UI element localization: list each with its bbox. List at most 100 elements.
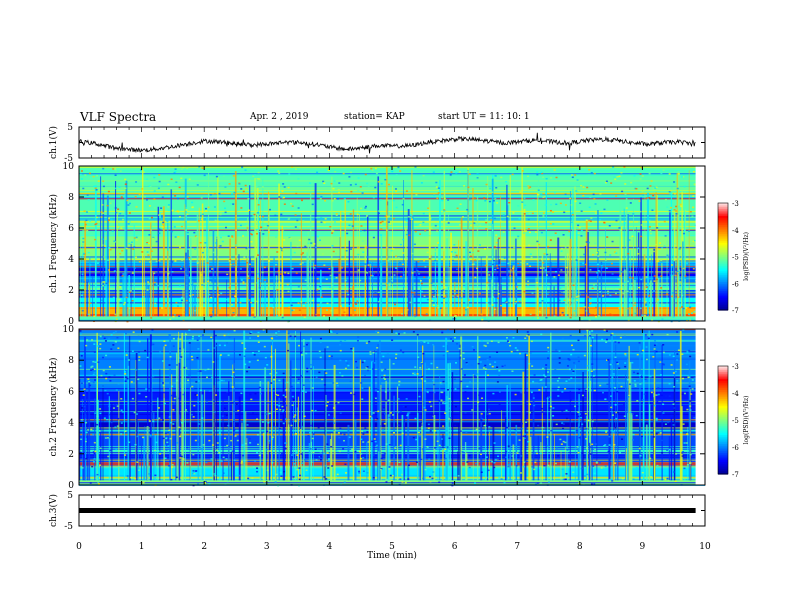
psd-cell — [364, 173, 367, 176]
psd-cell — [153, 190, 156, 192]
psd-cell — [441, 294, 444, 296]
psd-cell — [401, 473, 404, 476]
psd-cell — [453, 289, 456, 292]
psd-cell — [207, 253, 210, 255]
psd-cell — [649, 375, 652, 378]
psd-cell — [223, 407, 226, 410]
psd-cell — [418, 395, 421, 398]
psd-cell — [660, 287, 663, 289]
psd-streak — [130, 441, 131, 481]
psd-cell — [562, 427, 565, 430]
psd-cell — [639, 298, 642, 300]
psd-cell — [299, 227, 302, 229]
psd-cell — [453, 293, 456, 295]
psd-cell — [626, 290, 629, 293]
psd-streak — [635, 226, 637, 317]
psd-cell — [352, 349, 355, 352]
psd-cell — [180, 296, 183, 299]
psd-cell — [136, 413, 139, 415]
psd-cell — [488, 356, 491, 358]
psd-cell — [685, 262, 688, 265]
psd-cell — [670, 274, 673, 276]
psd-cell — [373, 438, 376, 440]
psd-cell — [114, 187, 117, 190]
psd-cell — [529, 253, 532, 255]
psd-cell — [356, 366, 359, 369]
psd-cell — [618, 175, 621, 178]
psd-cell — [113, 374, 116, 376]
psd-cell — [669, 192, 672, 195]
psd-cell — [209, 460, 212, 462]
psd-cell — [493, 461, 496, 464]
psd-streak — [283, 395, 285, 481]
psd-cell — [153, 207, 156, 209]
psd-cell — [606, 199, 609, 201]
psd-cell — [478, 356, 481, 358]
psd-cell — [689, 211, 692, 213]
psd-cell — [339, 340, 342, 343]
psd-cell — [493, 217, 496, 220]
psd-cell — [284, 447, 287, 450]
psd-cell — [510, 330, 513, 332]
psd-cell — [623, 335, 626, 338]
psd-cell — [474, 405, 477, 407]
psd-cell — [246, 227, 249, 229]
psd-cell — [137, 335, 140, 338]
psd-streak — [476, 196, 479, 317]
psd-cell — [557, 454, 560, 457]
psd-streak — [372, 262, 374, 317]
psd-cell — [224, 483, 227, 485]
psd-cell — [597, 255, 600, 257]
psd-cell — [230, 303, 233, 306]
psd-cell — [343, 311, 346, 313]
psd-cell — [197, 431, 200, 434]
psd-cell — [172, 210, 175, 213]
psd-cell — [678, 269, 681, 271]
psd-cell — [249, 263, 252, 266]
psd-cell — [224, 226, 227, 229]
psd-cell — [636, 353, 639, 356]
psd-cell — [402, 405, 405, 408]
psd-cell — [400, 313, 403, 315]
psd-cell — [389, 474, 392, 477]
station-label: station= KAP — [344, 112, 405, 122]
psd-cell — [99, 447, 102, 450]
psd-cell — [508, 269, 511, 272]
psd-cell — [320, 399, 323, 401]
psd-cell — [80, 382, 83, 385]
psd-cell — [280, 315, 283, 318]
psd-cell — [174, 236, 177, 238]
psd-cell — [218, 307, 221, 309]
psd-streak — [94, 185, 97, 317]
psd-cell — [610, 262, 613, 265]
psd-cell — [416, 333, 419, 336]
psd-cell — [287, 332, 290, 335]
psd-cell — [557, 395, 560, 397]
psd-cell — [282, 394, 285, 397]
psd-cell — [149, 434, 152, 436]
psd-cell — [347, 293, 350, 296]
psd-streak — [625, 387, 627, 481]
psd-cell — [417, 356, 420, 358]
psd-cell — [125, 296, 128, 299]
psd-cell — [449, 174, 452, 176]
psd-cell — [590, 370, 593, 372]
psd-cell — [575, 296, 578, 298]
x-tick-label: 4 — [327, 542, 333, 552]
psd-cell — [247, 477, 250, 480]
psd-cell — [548, 407, 551, 409]
psd-cell — [543, 195, 546, 198]
psd-cell — [643, 393, 646, 395]
psd-streak — [554, 433, 555, 481]
colorbar-cell — [718, 398, 728, 401]
psd-cell — [578, 388, 581, 391]
psd-cell — [442, 289, 445, 291]
psd-cell — [608, 224, 611, 227]
psd-cell — [420, 377, 423, 380]
psd-cell — [224, 186, 227, 188]
psd-cell — [370, 418, 373, 421]
psd-cell — [196, 339, 199, 342]
psd-cell — [616, 176, 619, 178]
psd-cell — [193, 231, 196, 234]
psd-cell — [382, 429, 385, 431]
